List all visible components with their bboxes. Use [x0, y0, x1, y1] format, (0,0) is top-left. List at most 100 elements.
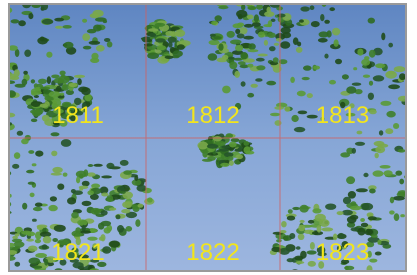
- leaf: [207, 144, 218, 149]
- leaf: [357, 228, 365, 236]
- leaf: [88, 164, 94, 167]
- leaf: [227, 156, 233, 161]
- leaf: [33, 207, 43, 211]
- leaf: [76, 177, 80, 184]
- leaf: [296, 261, 305, 264]
- leaf: [245, 151, 254, 155]
- leaf: [324, 20, 330, 24]
- leaf: [299, 19, 304, 22]
- leaf: [338, 233, 345, 239]
- leaf: [14, 262, 20, 267]
- leaf: [147, 52, 159, 59]
- leaf: [290, 77, 295, 83]
- leaf: [344, 266, 354, 270]
- leaf: [14, 152, 20, 159]
- leaf: [30, 193, 35, 198]
- leaf: [51, 132, 60, 136]
- leaf: [149, 33, 156, 37]
- leaf: [353, 67, 357, 70]
- leaf: [82, 201, 92, 206]
- leaf: [218, 43, 223, 50]
- leaf: [213, 36, 221, 39]
- leaf: [398, 149, 406, 153]
- leaf: [266, 81, 276, 86]
- leaf: [393, 196, 405, 201]
- leaf: [364, 56, 369, 60]
- leaf: [31, 119, 37, 123]
- leaf: [267, 33, 275, 38]
- leaf: [267, 7, 271, 13]
- leaf: [109, 241, 120, 248]
- leaf: [294, 256, 303, 261]
- leaf: [81, 87, 91, 95]
- leaf: [35, 151, 43, 157]
- leaf: [220, 163, 229, 167]
- leaf: [340, 152, 350, 157]
- tiled-image-view: 181118121813182118221823: [0, 0, 417, 275]
- leaf: [308, 261, 316, 267]
- leaf: [300, 220, 305, 223]
- leaf: [256, 65, 265, 70]
- leaf: [177, 44, 185, 50]
- leaf: [276, 239, 282, 242]
- leaf: [388, 43, 393, 48]
- leaf: [380, 101, 391, 106]
- leaf: [87, 172, 96, 176]
- leaf: [375, 153, 379, 159]
- leaf: [221, 146, 230, 149]
- leaf: [51, 151, 57, 157]
- leaf: [90, 13, 100, 18]
- leaf: [116, 215, 121, 220]
- tile-label: 1823: [316, 239, 369, 266]
- leaf: [43, 236, 52, 243]
- leaf: [385, 128, 393, 134]
- leaf: [155, 23, 165, 27]
- leaf: [356, 188, 368, 192]
- leaf: [64, 42, 74, 49]
- leaf: [15, 233, 20, 236]
- leaf: [324, 54, 328, 59]
- leaf: [21, 231, 31, 235]
- leaf: [248, 43, 255, 50]
- leaf: [141, 37, 150, 40]
- leaf: [89, 41, 101, 45]
- leaf: [215, 15, 222, 21]
- leaf: [393, 123, 399, 129]
- leaf: [399, 179, 404, 185]
- leaf: [384, 170, 393, 176]
- leaf: [294, 127, 305, 132]
- leaf: [230, 40, 242, 45]
- leaf: [235, 29, 240, 34]
- leaf: [375, 146, 385, 153]
- leaf: [119, 191, 126, 194]
- leaf: [334, 39, 339, 46]
- leaf: [363, 75, 370, 78]
- leaf: [268, 20, 272, 27]
- leaf: [52, 167, 62, 173]
- leaf: [374, 141, 385, 146]
- leaf: [83, 169, 88, 176]
- leaf: [28, 182, 35, 185]
- tile-label: 1821: [51, 239, 104, 266]
- leaf: [375, 63, 385, 68]
- leaf: [346, 86, 356, 94]
- leaf: [332, 28, 340, 36]
- leaf: [147, 197, 153, 202]
- leaf: [109, 207, 116, 210]
- leaf: [247, 93, 254, 98]
- leaf: [329, 80, 336, 85]
- leaf: [197, 142, 208, 150]
- leaf: [15, 84, 26, 88]
- leaf: [318, 38, 328, 43]
- leaf: [47, 76, 51, 84]
- leaf: [256, 58, 265, 62]
- leaf: [54, 225, 66, 232]
- leaf: [240, 52, 248, 59]
- leaf: [226, 133, 233, 138]
- leaf: [95, 17, 107, 21]
- leaf: [258, 54, 268, 57]
- leaf: [31, 79, 35, 83]
- leaf: [229, 160, 234, 166]
- leaf: [312, 208, 321, 213]
- leaf: [228, 57, 235, 60]
